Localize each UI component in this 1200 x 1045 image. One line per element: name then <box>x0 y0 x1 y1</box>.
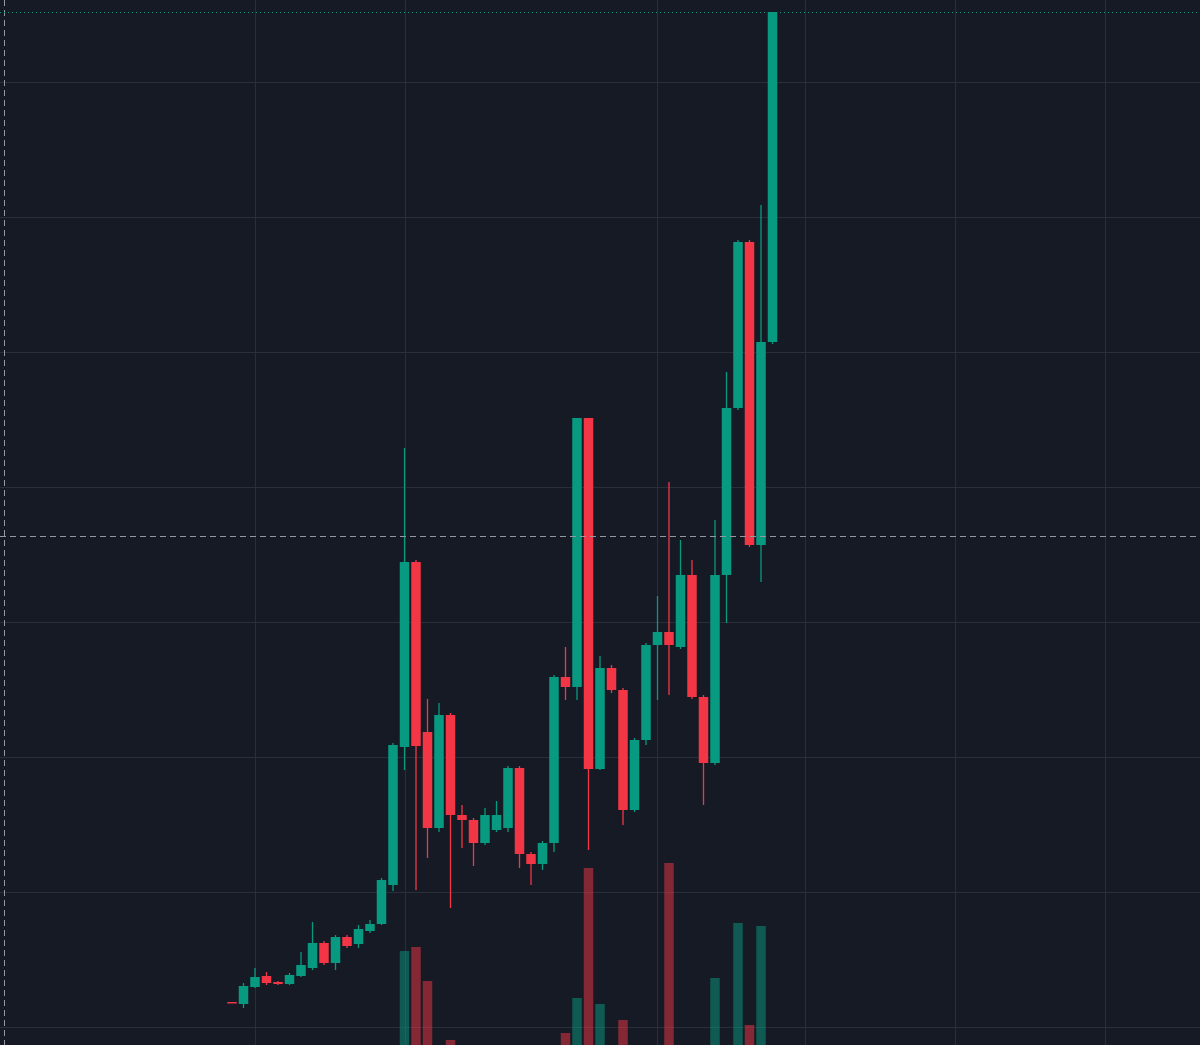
volume-bar <box>595 1004 605 1045</box>
volume-bars <box>399 863 766 1045</box>
candle-body <box>733 242 743 408</box>
candle-body <box>307 943 318 968</box>
candle-body <box>641 645 651 740</box>
vertical-grid <box>255 0 1106 1045</box>
candle-body <box>376 880 387 924</box>
volume-bar <box>733 923 743 1045</box>
candle-body <box>698 697 709 763</box>
candle-body <box>549 677 559 843</box>
candle-body <box>411 562 421 746</box>
candle-body <box>514 768 525 854</box>
candle-body <box>468 820 479 843</box>
volume-bar <box>422 981 433 1045</box>
candle-body <box>537 843 548 864</box>
candle-body <box>721 408 732 575</box>
candle-body <box>583 418 594 769</box>
candle-body <box>445 715 456 815</box>
candle-body <box>319 943 329 963</box>
candle-body <box>480 815 490 843</box>
candle-body <box>652 632 663 645</box>
candle-body <box>710 575 720 763</box>
candle-body <box>284 975 295 984</box>
candle-body <box>353 929 364 944</box>
candle-body <box>572 418 582 687</box>
volume-bar <box>583 868 594 1045</box>
volume-bar <box>756 926 766 1045</box>
volume-bar <box>399 951 410 1045</box>
candle-body <box>261 976 272 983</box>
volume-bar <box>710 978 720 1045</box>
candle-body <box>227 1002 237 1004</box>
volume-bar <box>560 1033 571 1045</box>
candle-body <box>687 575 697 697</box>
candle-body <box>296 965 306 976</box>
volume-bar <box>744 1025 755 1045</box>
volume-bar <box>664 863 674 1045</box>
candle-body <box>618 690 628 810</box>
volume-bar <box>445 1040 456 1045</box>
candle-body <box>491 815 502 830</box>
candle-body <box>756 342 766 545</box>
volume-bar <box>572 998 582 1045</box>
candle-body <box>365 924 375 931</box>
candle-body <box>434 715 444 828</box>
candle-body <box>664 632 674 645</box>
candle-body <box>422 732 433 828</box>
candle-body <box>606 668 617 690</box>
candle-body <box>767 12 778 342</box>
candle-body <box>238 986 249 1004</box>
candle-body <box>526 854 536 864</box>
candle-body <box>629 740 640 810</box>
candle-body <box>457 815 467 820</box>
candle-body <box>744 242 755 545</box>
candle-body <box>330 937 341 963</box>
volume-bar <box>618 1020 628 1045</box>
candle-body <box>503 768 513 828</box>
candle-body <box>388 745 398 885</box>
candle-body <box>342 937 352 946</box>
volume-bar <box>411 947 421 1045</box>
candle-body <box>399 562 410 747</box>
candle-body <box>595 668 605 769</box>
candles <box>227 12 778 1008</box>
candle-body <box>560 677 571 687</box>
candle-body <box>273 982 283 984</box>
candle-body <box>250 977 260 987</box>
candle-body <box>675 575 686 647</box>
